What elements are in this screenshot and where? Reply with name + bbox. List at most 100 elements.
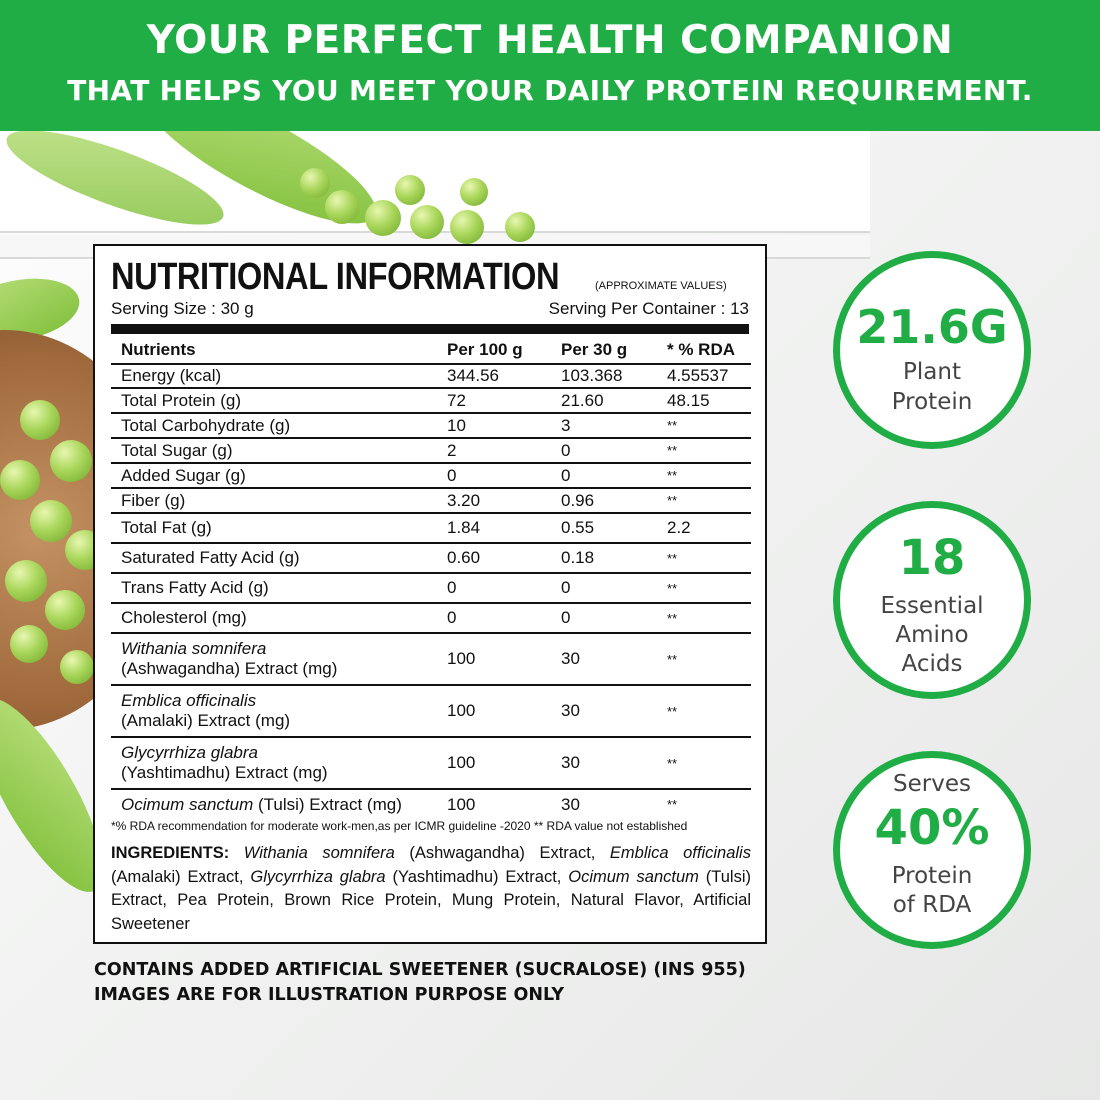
rda-value: ** [657, 685, 751, 738]
ingredient-species: Glycyrrhiza glabra [250, 867, 386, 886]
nutrient-label: (Yashtimadhu) Extract (mg) [121, 763, 328, 782]
table-header-row: Nutrients Per 100 g Per 30 g * % RDA [111, 336, 751, 365]
rda-value: ** [667, 797, 678, 812]
divider-bar [111, 324, 749, 334]
per-30g-value: 0 [551, 603, 657, 634]
nutrition-table: Nutrients Per 100 g Per 30 g * % RDA Ene… [111, 336, 751, 819]
nutrient-label: Cholesterol (mg) [121, 608, 247, 627]
ingredients-list: Withania somnifera (Ashwagandha) Extract… [111, 844, 751, 933]
nutrient-label: Saturated Fatty Acid (g) [121, 548, 300, 567]
per-30g-value: 0.18 [551, 543, 657, 574]
badge-line: Serves [893, 771, 971, 797]
per-30g-value: 103.368 [551, 364, 657, 389]
label-title: NUTRITIONAL INFORMATION [111, 256, 560, 298]
table-row: Saturated Fatty Acid (g) 0.60 0.18 ** [111, 543, 751, 574]
nutrient-name: Saturated Fatty Acid (g) [111, 543, 437, 574]
nutrient-label: Energy (kcal) [121, 366, 222, 385]
per-100g-value: 0 [437, 603, 551, 634]
nutrient-name: Emblica officinalis (Amalaki) Extract (mg… [111, 685, 437, 738]
badge-value: 18 [898, 530, 966, 586]
per-30g-value: 30 [551, 633, 657, 686]
ingredient-text: (Yashtimadhu) Extract, [385, 867, 569, 886]
badge-line: Amino [895, 622, 969, 648]
nutrient-label: Trans Fatty Acid (g) [121, 578, 269, 597]
nutrient-name: Energy (kcal) [111, 364, 437, 389]
table-row: Fiber (g) 3.20 0.96 ** [111, 488, 751, 514]
rda-value: ** [657, 737, 751, 790]
nutrient-label: Total Carbohydrate (g) [121, 415, 291, 435]
nutrient-name: Total Fat (g) [111, 513, 437, 544]
per-100g-value: 10 [437, 413, 551, 439]
per-30g-value: 0 [551, 438, 657, 464]
nutrient-label: Total Fat (g) [121, 518, 212, 537]
per-100g-value: 2 [437, 438, 551, 464]
nutrient-label: (Amalaki) Extract (mg) [121, 711, 291, 730]
per-30g-value: 21.60 [551, 388, 657, 414]
label-approx-note: (APPROXIMATE VALUES) [595, 280, 727, 292]
ingredient-species: Withania somnifera [243, 844, 395, 862]
plant-protein-badge: 21.6G Plant Protein [833, 251, 1031, 449]
species-name: Emblica officinalis [121, 691, 257, 710]
table-row: Total Protein (g) 72 21.60 48.15 [111, 388, 751, 414]
per-100g-value: 100 [437, 737, 551, 790]
per-30g-value: 30 [551, 737, 657, 790]
rda-value: 48.15 [657, 388, 751, 414]
serving-per-container: Serving Per Container : 13 [548, 299, 749, 318]
table-row: Total Fat (g) 1.84 0.55 2.2 [111, 513, 751, 544]
badge-line: Protein [891, 863, 973, 889]
nutrient-label: (Ashwagandha) Extract (mg) [121, 659, 338, 678]
nutrient-name: Fiber (g) [111, 488, 437, 514]
ingredients-label: INGREDIENTS: [111, 844, 230, 862]
column-header: Per 100 g [437, 336, 551, 365]
illustration-disclaimer: IMAGES ARE FOR ILLUSTRATION PURPOSE ONLY [94, 985, 565, 1005]
rda-value: ** [657, 438, 751, 464]
per-30g-value: 0.55 [551, 513, 657, 544]
per-100g-value: 1.84 [437, 513, 551, 544]
header-banner: YOUR PERFECT HEALTH COMPANION THAT HELPS… [0, 0, 1100, 131]
table-row: Total Carbohydrate (g) 10 3 ** [111, 413, 751, 439]
table-row: Ocimum sanctum (Tulsi) Extract (mg) 100 30… [111, 789, 751, 819]
per-100g-value: 100 [437, 633, 551, 686]
nutrient-label: Added Sugar (g) [121, 465, 246, 485]
ingredients-text: INGREDIENTS: Withania somnifera (Ashwaga… [111, 842, 751, 936]
nutrient-name: Total Sugar (g) [111, 438, 437, 464]
species-name: Ocimum sanctum [121, 794, 254, 814]
per-100g-value: 72 [437, 388, 551, 414]
ingredient-species: Emblica officinalis [609, 844, 751, 862]
column-header: Nutrients [111, 336, 437, 365]
rda-value: 4.55537 [657, 364, 751, 389]
rda-badge: Serves 40% Protein of RDA [833, 751, 1031, 949]
per-100g-value: 100 [437, 685, 551, 738]
per-100g-value: 100 [447, 794, 476, 814]
rda-value: ** [657, 543, 751, 574]
amino-acids-badge: 18 Essential Amino Acids [833, 501, 1031, 699]
per-100g-value: 0 [437, 573, 551, 604]
per-30g-value: 0 [551, 573, 657, 604]
nutrient-name: Withania somnifera (Ashwagandha) Extract … [111, 633, 437, 686]
per-30g-value: 0.96 [551, 488, 657, 514]
rda-value: ** [657, 573, 751, 604]
per-100g-value: 344.56 [437, 364, 551, 389]
banner-subtitle: THAT HELPS YOU MEET YOUR DAILY PROTEIN R… [67, 74, 1033, 107]
nutrient-name: Glycyrrhiza glabra (Yashtimadhu) Extract … [111, 737, 437, 790]
badge-value: 40% [874, 800, 990, 856]
rda-value: ** [657, 633, 751, 686]
ingredient-text: (Amalaki) Extract, [111, 867, 251, 886]
banner-title: YOUR PERFECT HEALTH COMPANION [146, 18, 954, 63]
table-row: Withania somnifera (Ashwagandha) Extract … [111, 633, 751, 686]
nutrient-label: Fiber (g) [121, 490, 186, 510]
table-row: Added Sugar (g) 0 0 ** [111, 463, 751, 489]
table-row: Energy (kcal) 344.56 103.368 4.55537 [111, 364, 751, 389]
table-row: Cholesterol (mg) 0 0 ** [111, 603, 751, 634]
nutrient-name: Cholesterol (mg) [111, 603, 437, 634]
badge-line: Acids [901, 651, 963, 677]
nutrient-label: (Tulsi) Extract (mg) [257, 794, 402, 814]
nutrient-name: Total Protein (g) [111, 388, 437, 414]
per-100g-value: 3.20 [437, 488, 551, 514]
per-30g-value: 30 [561, 794, 580, 814]
nutrition-label: NUTRITIONAL INFORMATION (APPROXIMATE VAL… [93, 244, 767, 944]
nutrient-label: Total Protein (g) [121, 390, 241, 410]
nutrient-label: Total Sugar (g) [121, 440, 233, 460]
rda-value: 2.2 [657, 513, 751, 544]
badge-line: Essential [880, 593, 984, 619]
